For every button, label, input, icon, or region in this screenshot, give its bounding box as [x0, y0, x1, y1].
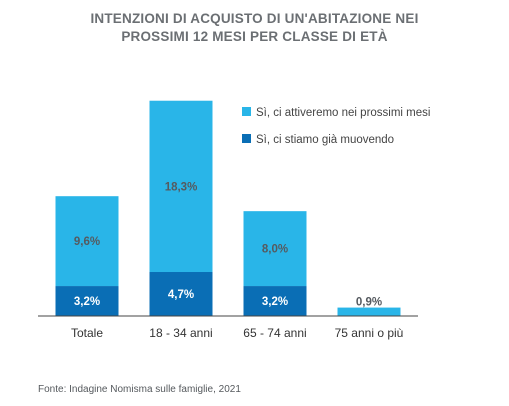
bar-light-1 — [149, 100, 213, 273]
bar-light-0 — [55, 196, 119, 287]
legend-swatch-dark — [242, 134, 251, 143]
x-tick-label-3: 75 anni o più — [335, 326, 404, 340]
bar-dark-0 — [55, 286, 119, 316]
data-label-light-1: 18,3% — [165, 181, 198, 193]
legend-label-light: Sì, ci attiveremo nei prossimi mesi — [256, 107, 430, 119]
data-label-dark-2: 3,2% — [262, 296, 288, 308]
bar-dark-1 — [149, 272, 213, 316]
x-tick-label-2: 65 - 74 anni — [243, 326, 306, 340]
data-label-light-2: 8,0% — [262, 244, 288, 256]
legend-swatch-light — [242, 107, 251, 116]
data-label-light-3: 0,9% — [356, 297, 382, 309]
bar-light-2 — [243, 211, 307, 287]
source-note: Fonte: Indagine Nomisma sulle famiglie, … — [38, 384, 241, 395]
x-tick-label-0: Totale — [71, 326, 103, 340]
data-label-light-0: 9,6% — [74, 236, 100, 248]
chart-title: INTENZIONI DI ACQUISTO DI UN'ABITAZIONE … — [0, 10, 509, 46]
bar-light-3 — [337, 307, 401, 316]
x-tick-label-1: 18 - 34 anni — [149, 326, 212, 340]
bar-dark-2 — [243, 286, 307, 316]
data-label-dark-1: 4,7% — [168, 289, 194, 301]
chart-title-line-2: PROSSIMI 12 MESI PER CLASSE DI ETÀ — [121, 29, 388, 44]
data-label-dark-0: 3,2% — [74, 296, 100, 308]
legend-label-dark: Sì, ci stiamo già muovendo — [256, 134, 394, 146]
chart-title-line-1: INTENZIONI DI ACQUISTO DI UN'ABITAZIONE … — [90, 11, 419, 26]
